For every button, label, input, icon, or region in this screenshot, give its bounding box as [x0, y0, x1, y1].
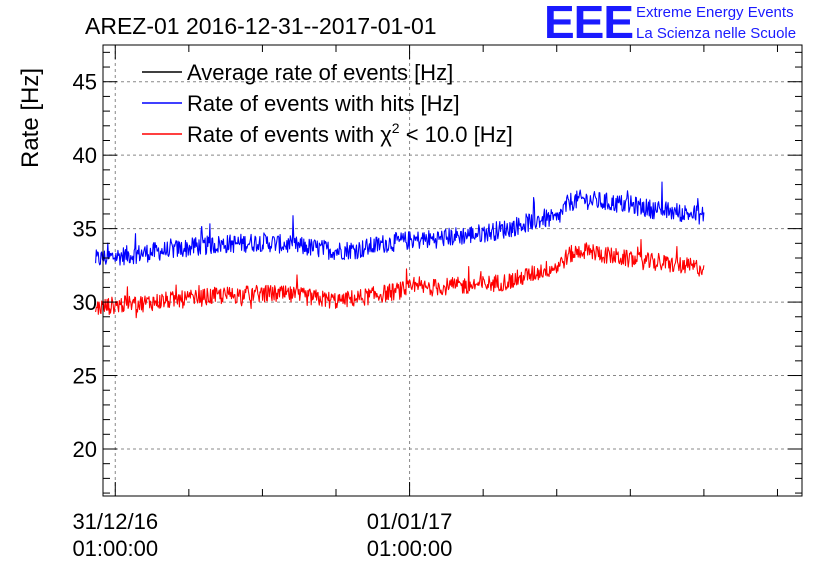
legend-label-2: Rate of events with χ2 < 10.0 [Hz]: [187, 120, 513, 147]
y-tick-label: 25: [73, 364, 97, 389]
chart-title: AREZ-01 2016-12-31--2017-01-01: [85, 13, 437, 39]
legend: Average rate of events [Hz] Rate of event…: [142, 60, 513, 147]
y-tick-label: 40: [73, 143, 97, 168]
y-tick-label: 45: [73, 70, 97, 95]
brand-line-2: La Scienza nelle Scuole: [636, 25, 797, 42]
x-tick-label-time: 01:00:00: [367, 536, 453, 561]
legend-label-0: Average rate of events [Hz]: [187, 60, 453, 85]
series-line-2: [95, 238, 705, 319]
series-line-1: [95, 181, 705, 266]
eee-logo-mark: EEE: [544, 0, 634, 48]
y-tick-label: 30: [73, 290, 97, 315]
x-tick-label-time: 01:00:00: [72, 536, 158, 561]
y-tick-label: 20: [73, 437, 97, 462]
x-tick-label-date: 01/01/17: [367, 509, 453, 534]
legend-label-1: Rate of events with hits [Hz]: [187, 91, 460, 116]
y-tick-label: 35: [73, 217, 97, 242]
x-tick-label-date: 31/12/16: [72, 509, 158, 534]
y-axis-label: Rate [Hz]: [17, 68, 44, 168]
plot-frame: [102, 44, 803, 497]
brand-line-1: Extreme Energy Events: [636, 4, 794, 21]
